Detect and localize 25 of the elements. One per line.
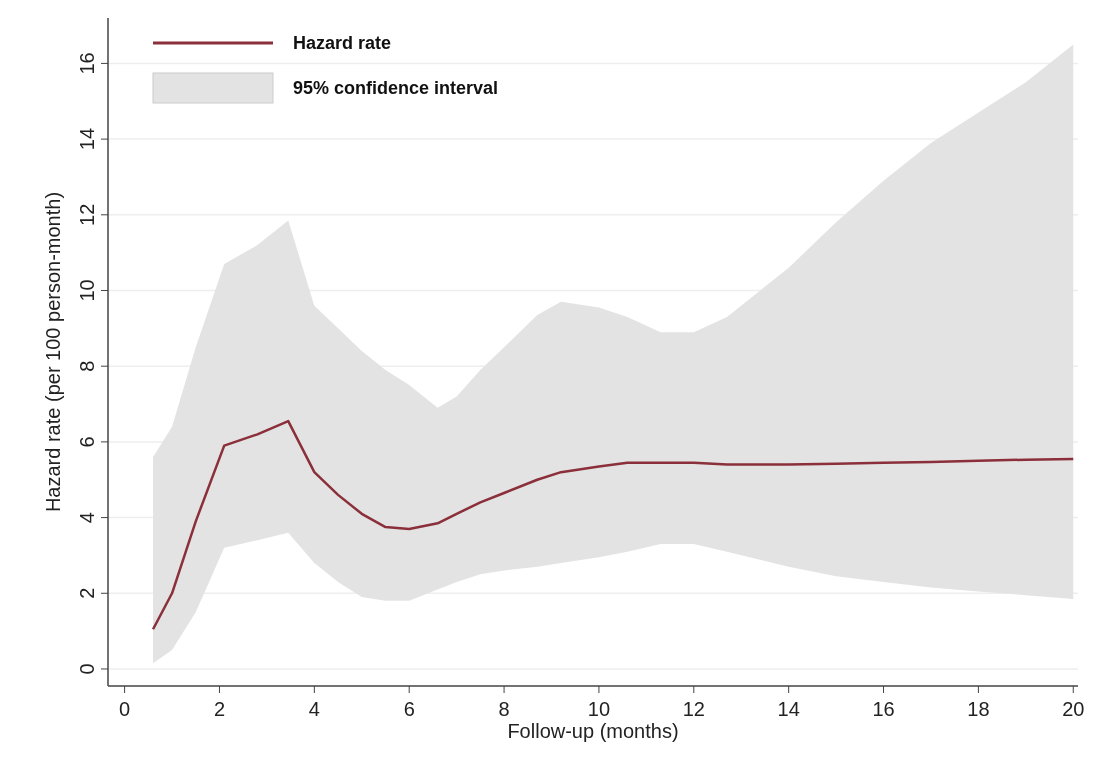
- y-tick-label: 8: [76, 360, 98, 372]
- y-tick-label: 2: [76, 587, 98, 599]
- y-axis-title: Hazard rate (per 100 person-month): [42, 191, 64, 513]
- x-tick-label: 6: [403, 698, 415, 720]
- x-tick-label: 0: [119, 698, 131, 720]
- y-tick-label: 14: [76, 127, 98, 151]
- annotation: 95% confidence interval: [293, 78, 499, 98]
- x-tick-label: 14: [777, 698, 800, 720]
- y-tick-label: 4: [76, 512, 98, 524]
- x-tick-label: 10: [587, 698, 611, 720]
- text: Hazard rate: [293, 33, 392, 53]
- x-axis-title: Follow-up (months): [507, 720, 679, 742]
- y-tick-label: 16: [76, 52, 98, 75]
- x-tick-label: 2: [213, 698, 226, 720]
- x-tick-label: 16: [872, 698, 895, 720]
- x-tick-label: 12: [682, 698, 705, 720]
- x-tick-label: 20: [1062, 698, 1085, 720]
- line-series: [151, 419, 1075, 631]
- x-tick-label: 8: [498, 698, 510, 720]
- x-tick-label: 18: [967, 698, 990, 720]
- y-tick-label: 0: [76, 663, 98, 675]
- y-tick-label: 12: [76, 203, 98, 226]
- y-tick-label: 6: [76, 436, 98, 448]
- x-tick-label: 4: [308, 698, 320, 720]
- y-tick-label: 10: [76, 279, 98, 302]
